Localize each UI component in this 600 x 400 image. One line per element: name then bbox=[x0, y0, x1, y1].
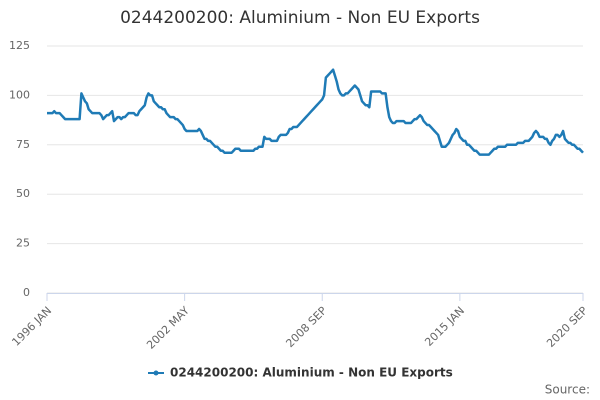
y-tick-label: 125 bbox=[9, 39, 30, 52]
x-tick-label: 2015 JAN bbox=[422, 304, 467, 349]
x-tick-label: 1996 JAN bbox=[9, 304, 54, 349]
legend-marker bbox=[153, 370, 159, 376]
chart-title: 0244200200: Aluminium - Non EU Exports bbox=[120, 8, 480, 28]
series-line bbox=[47, 68, 584, 156]
y-tick-label: 100 bbox=[9, 88, 30, 101]
y-tick-label: 0 bbox=[23, 286, 30, 299]
x-tick-label: 2020 SEP bbox=[544, 304, 590, 350]
x-tick-label: 2008 SEP bbox=[283, 304, 329, 350]
x-tick-label: 2002 MAY bbox=[144, 304, 192, 352]
y-tick-label: 25 bbox=[16, 237, 30, 250]
legend-label: 0244200200: Aluminium - Non EU Exports bbox=[170, 366, 453, 380]
y-tick-label: 50 bbox=[16, 187, 30, 200]
y-tick-label: 75 bbox=[16, 138, 30, 151]
source: Source: bbox=[545, 383, 590, 397]
